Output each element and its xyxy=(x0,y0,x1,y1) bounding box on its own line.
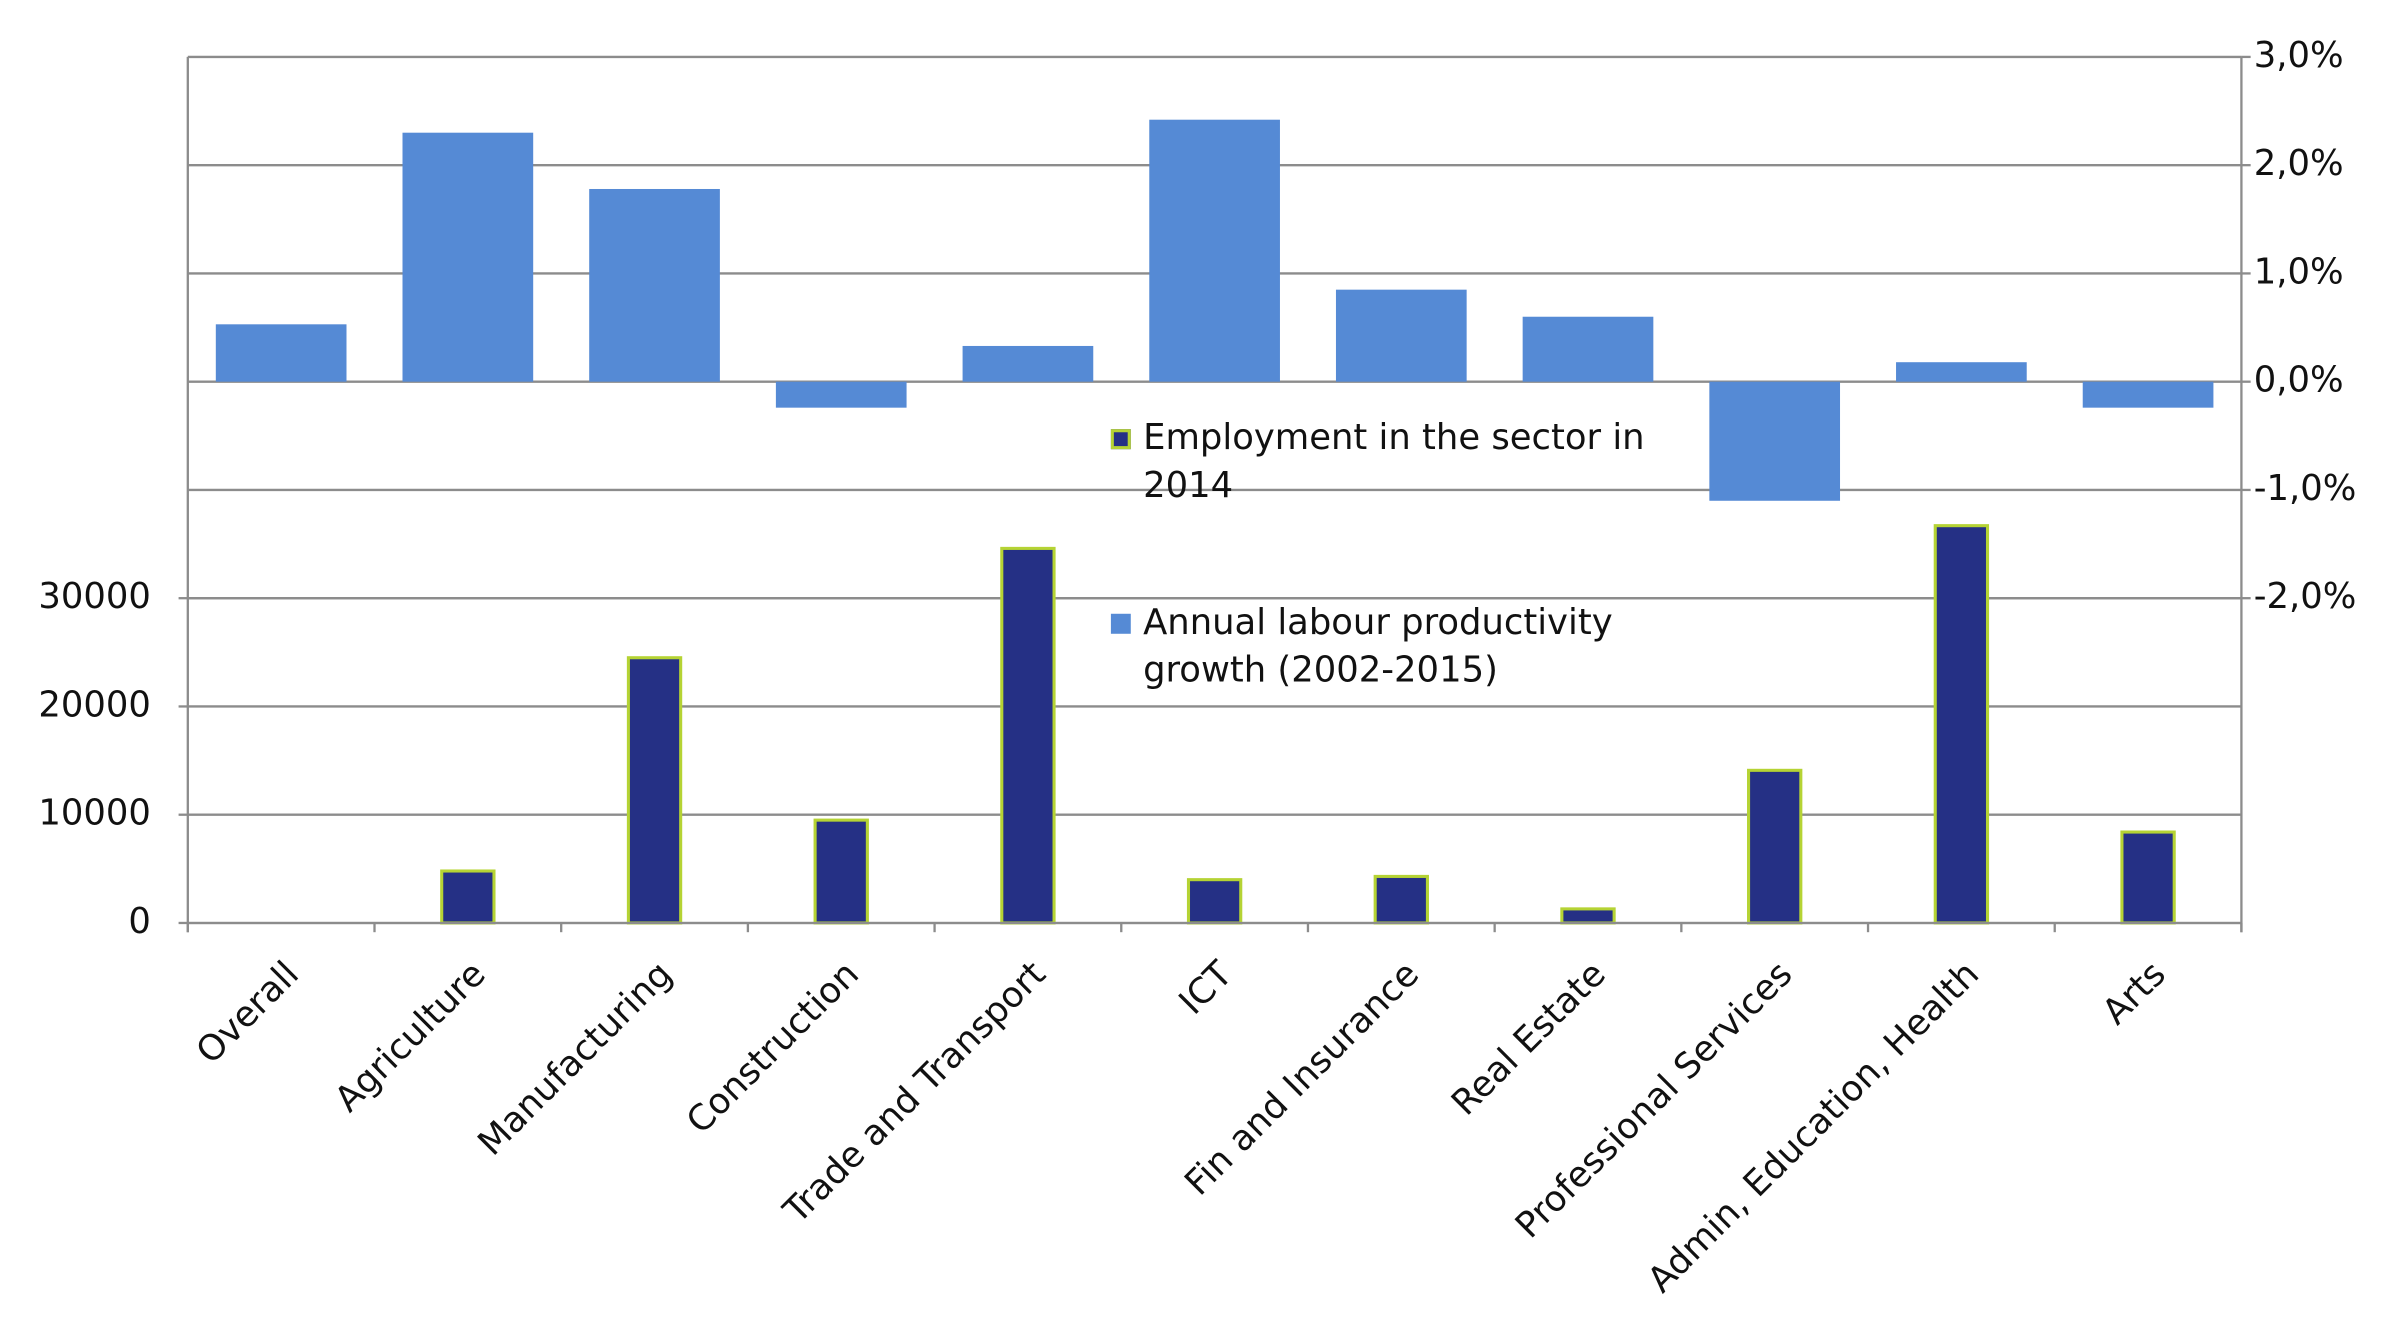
x-tick-label: Construction xyxy=(679,954,867,1142)
bar xyxy=(813,818,869,925)
x-tick-label: ICT xyxy=(1171,953,1240,1022)
bar xyxy=(1000,546,1056,925)
legend-item: Employment in the sector in 2014 xyxy=(1110,415,1665,510)
y2-tick-label: 3,0% xyxy=(2254,35,2344,76)
legend-box: Employment in the sector in 2014 Annual l… xyxy=(1110,415,1665,695)
bar xyxy=(1560,907,1616,925)
y2-tick-label: -1,0% xyxy=(2254,468,2357,509)
legend-label: Employment in the sector in 2014 xyxy=(1143,418,1645,507)
bar xyxy=(440,869,496,925)
bar xyxy=(1933,524,1990,925)
legend: Employment in the sector in 2014 Annual l… xyxy=(1110,415,1665,695)
bar xyxy=(1522,316,1654,382)
bar xyxy=(589,188,720,382)
bar xyxy=(1896,362,2027,382)
bar xyxy=(215,324,347,382)
x-tick-label: Overall xyxy=(189,954,307,1072)
x-tick-label: Agriculture xyxy=(327,954,494,1121)
x-tick-label: Arts xyxy=(2095,954,2174,1033)
bar xyxy=(2082,381,2214,408)
bar xyxy=(2120,830,2176,925)
bar xyxy=(1149,119,1280,382)
y2-tick-label: 2,0% xyxy=(2254,143,2344,184)
bar xyxy=(626,656,683,925)
bar xyxy=(1373,874,1429,925)
legend-swatch xyxy=(1110,429,1131,450)
legend-item: Annual labour productivity growth (2002-… xyxy=(1110,600,1665,695)
bar xyxy=(775,381,907,408)
bar xyxy=(962,345,1094,382)
bar xyxy=(1709,381,1841,501)
y2-tick-label: -2,0% xyxy=(2254,576,2357,617)
y2-tick-label: 0,0% xyxy=(2254,360,2344,401)
x-tick-label: Manufacturing xyxy=(470,954,680,1164)
bar xyxy=(402,132,534,382)
x-tick-label: Real Estate xyxy=(1444,954,1614,1124)
y-tick-label: 10000 xyxy=(38,793,151,834)
x-tick-label: Admin, Education, Health xyxy=(1640,954,1987,1301)
y-tick-label: 20000 xyxy=(38,684,151,725)
legend-label: Annual labour productivity growth (2002-… xyxy=(1143,603,1613,691)
legend-swatch xyxy=(1110,613,1131,634)
y-tick-label: 0 xyxy=(128,901,151,942)
y2-tick-label: 1,0% xyxy=(2254,251,2344,292)
bar xyxy=(1335,289,1467,382)
y-tick-label: 30000 xyxy=(38,576,151,617)
bar xyxy=(1747,768,1803,925)
bar xyxy=(1186,878,1243,925)
